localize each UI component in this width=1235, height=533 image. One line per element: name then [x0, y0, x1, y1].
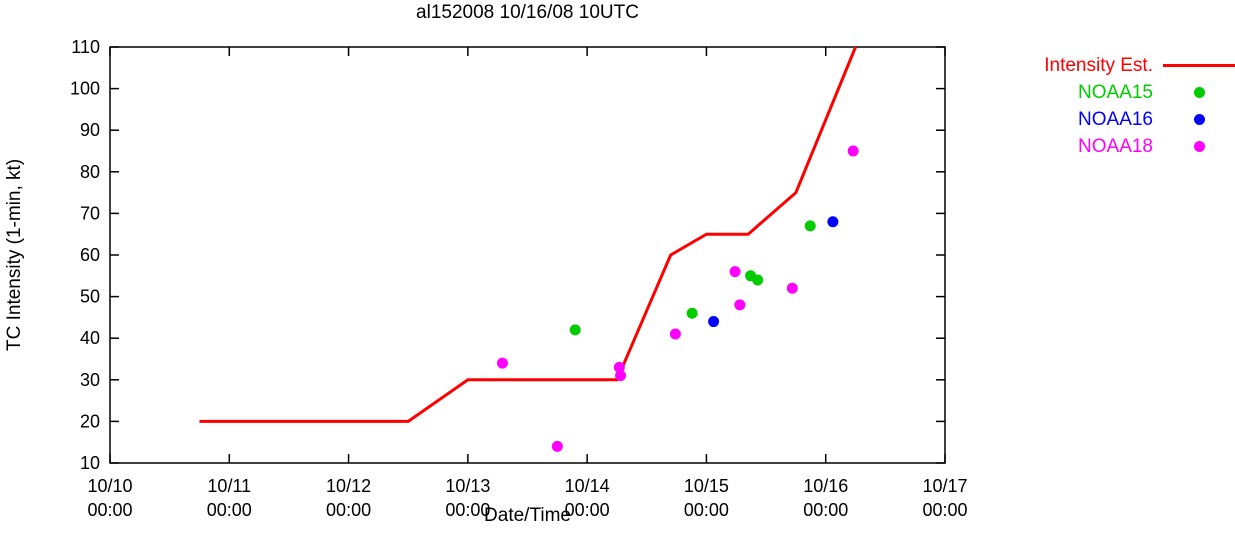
y-tick-label: 110 — [71, 37, 100, 57]
legend-line-sample — [1163, 52, 1235, 79]
x-tick-label-time: 00:00 — [207, 500, 252, 520]
y-tick-label: 30 — [80, 370, 100, 390]
legend-entry: Intensity Est. — [1000, 52, 1235, 79]
legend-entry: NOAA18 — [1000, 133, 1235, 160]
line-swatch — [1163, 64, 1235, 67]
scatter-point-noaa18 — [729, 266, 741, 278]
legend-entry-label: NOAA18 — [1078, 135, 1153, 157]
legend-dot-sample — [1163, 133, 1235, 160]
x-tick-label-date: 10/15 — [684, 476, 729, 496]
legend-entry-label: Intensity Est. — [1044, 54, 1153, 76]
x-tick-label-date: 10/17 — [922, 476, 967, 496]
legend-dot-sample — [1163, 106, 1235, 133]
scatter-point-noaa15 — [804, 220, 816, 232]
scatter-point-noaa18 — [669, 328, 681, 340]
scatter-point-noaa18 — [551, 440, 563, 452]
legend: Intensity Est. NOAA15 NOAA16 NOAA18 — [1000, 52, 1235, 160]
y-tick-label: 60 — [80, 245, 100, 265]
legend-entry: NOAA15 — [1000, 79, 1235, 106]
plot-border — [109, 46, 946, 464]
x-tick-label-date: 10/13 — [445, 476, 490, 496]
y-tick-label: 20 — [80, 411, 100, 431]
dot-swatch — [1193, 87, 1205, 98]
y-axis-label: TC Intensity (1-min, kt) — [4, 158, 25, 352]
legend-entry-label: NOAA16 — [1078, 108, 1153, 130]
y-tick-label: 70 — [80, 203, 100, 223]
y-tick-label: 40 — [80, 328, 100, 348]
scatter-point-noaa18 — [615, 370, 627, 382]
chart-title: al152008 10/16/08 10UTC — [416, 2, 639, 23]
x-axis-label: Date/Time — [484, 505, 571, 526]
y-tick-label: 80 — [80, 162, 100, 182]
y-tick-label: 90 — [80, 120, 100, 140]
x-tick-label-time: 00:00 — [803, 500, 848, 520]
x-tick-label-time: 00:00 — [445, 500, 490, 520]
x-tick-label-time: 00:00 — [87, 500, 132, 520]
legend-dot-sample — [1163, 79, 1235, 106]
dot-swatch — [1193, 114, 1205, 125]
legend-entry-label: NOAA15 — [1078, 81, 1153, 103]
y-tick-label: 10 — [80, 453, 100, 473]
scatter-point-noaa15 — [686, 307, 698, 319]
scatter-point-noaa18 — [786, 282, 798, 294]
scatter-point-noaa16 — [708, 316, 720, 328]
scatter-point-noaa18 — [734, 299, 746, 311]
scatter-point-noaa18 — [496, 357, 508, 369]
scatter-point-noaa18 — [847, 145, 859, 157]
dot-swatch — [1193, 141, 1205, 152]
x-tick-label-time: 00:00 — [565, 500, 610, 520]
legend-entry: NOAA16 — [1000, 106, 1235, 133]
scatter-point-noaa15 — [752, 274, 764, 286]
x-tick-label-time: 00:00 — [684, 500, 729, 520]
scatter-point-noaa16 — [827, 216, 839, 228]
x-tick-label-date: 10/10 — [87, 476, 132, 496]
x-tick-label-time: 00:00 — [922, 500, 967, 520]
x-tick-label-time: 00:00 — [326, 500, 371, 520]
x-tick-label-date: 10/14 — [565, 476, 610, 496]
x-tick-label-date: 10/11 — [207, 476, 251, 496]
y-tick-label: 50 — [80, 287, 100, 307]
x-tick-label-date: 10/12 — [326, 476, 371, 496]
intensity-line — [199, 46, 857, 423]
y-tick-label: 100 — [70, 79, 100, 99]
x-tick-label-date: 10/16 — [803, 476, 848, 496]
scatter-point-noaa15 — [569, 324, 581, 336]
scatter-point-noaa18 — [613, 361, 625, 373]
